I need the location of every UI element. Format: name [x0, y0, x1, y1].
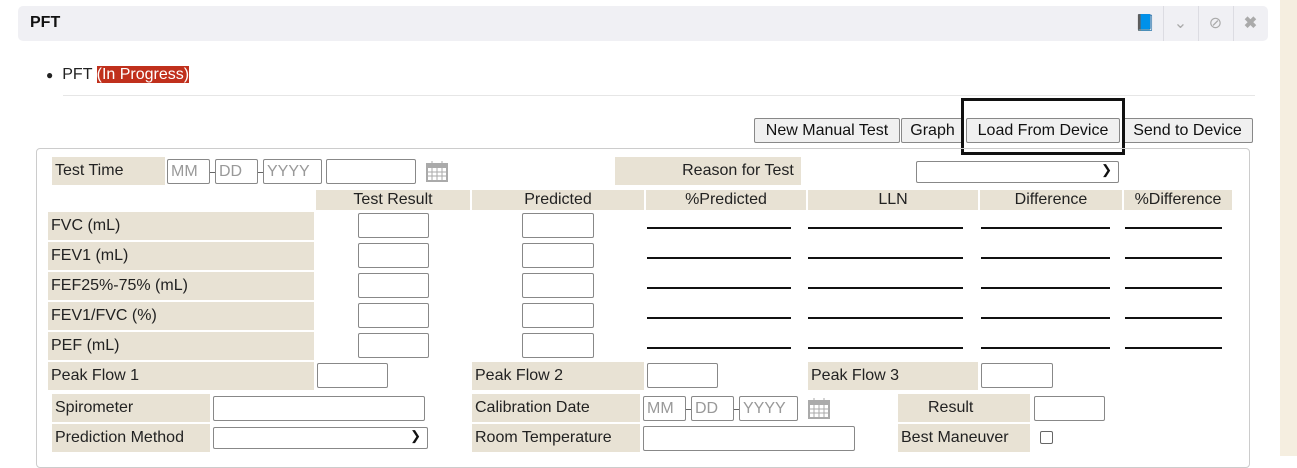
value-line [1125, 287, 1222, 289]
value-line [808, 317, 963, 319]
value-line [981, 257, 1110, 259]
test-time-input[interactable] [326, 159, 416, 184]
column-header: LLN [808, 190, 978, 210]
test-time-label: Test Time [52, 157, 165, 185]
predicted-input[interactable] [522, 243, 594, 268]
prediction-method-label: Prediction Method [52, 424, 210, 452]
row-label: PEF (mL) [48, 332, 314, 360]
value-line [647, 287, 791, 289]
prediction-method-select[interactable]: ❯ [213, 427, 428, 449]
reason-select[interactable]: ❯ [916, 161, 1119, 183]
separator [210, 172, 215, 173]
panel-header: PFT 📘 ⌄ ⊘ ✖ [18, 6, 1268, 41]
value-line [808, 227, 963, 229]
predicted-input[interactable] [522, 333, 594, 358]
test-month-input[interactable]: MM [167, 159, 210, 184]
value-line [981, 287, 1110, 289]
row-label: FEF25%-75% (mL) [48, 272, 314, 300]
side-strip [1280, 0, 1297, 456]
spirometer-input[interactable] [213, 396, 425, 421]
predicted-input[interactable] [522, 303, 594, 328]
value-line [647, 257, 791, 259]
value-line [981, 317, 1110, 319]
row-label: FEV1/FVC (%) [48, 302, 314, 330]
value-line [808, 287, 963, 289]
test-year-input[interactable]: YYYY [263, 159, 322, 184]
value-line [981, 347, 1110, 349]
cancel-icon[interactable]: ⊘ [1198, 6, 1232, 41]
test-result-input[interactable] [358, 243, 429, 268]
room-temperature-input[interactable] [643, 426, 855, 451]
panel-title: PFT [30, 14, 61, 31]
row-label: FVC (mL) [48, 212, 314, 240]
column-header: %Predicted [646, 190, 806, 210]
row-label: FEV1 (mL) [48, 242, 314, 270]
test-result-input[interactable] [358, 273, 429, 298]
calibration-year-input[interactable]: YYYY [739, 396, 798, 421]
separator [686, 409, 691, 410]
new-manual-test-button[interactable]: New Manual Test [754, 118, 900, 143]
value-line [1125, 257, 1222, 259]
spirometer-label: Spirometer [52, 394, 210, 422]
value-line [808, 347, 963, 349]
calibration-date-label: Calibration Date [472, 394, 640, 422]
value-line [981, 227, 1110, 229]
status-badge: (In Progress) [96, 66, 190, 83]
status-name: PFT [62, 66, 93, 83]
calendar-icon[interactable] [808, 397, 830, 419]
send-to-device-button[interactable]: Send to Device [1122, 118, 1253, 143]
calibration-month-input[interactable]: MM [643, 396, 686, 421]
predicted-input[interactable] [522, 213, 594, 238]
peak-flow-1-label: Peak Flow 1 [48, 362, 314, 390]
separator [258, 172, 263, 173]
predicted-input[interactable] [522, 273, 594, 298]
test-result-input[interactable] [358, 303, 429, 328]
peak-flow-2-input[interactable] [647, 363, 718, 388]
chevron-down-icon: ❯ [1101, 162, 1112, 177]
best-maneuver-label: Best Maneuver [898, 424, 1030, 452]
value-line [1125, 347, 1222, 349]
result-input[interactable] [1034, 396, 1105, 421]
test-result-input[interactable] [358, 213, 429, 238]
value-line [647, 317, 791, 319]
graph-button[interactable]: Graph [901, 118, 964, 143]
value-line [1125, 317, 1222, 319]
test-result-input[interactable] [358, 333, 429, 358]
value-line [647, 347, 791, 349]
column-header: Test Result [316, 190, 470, 210]
peak-flow-1-input[interactable] [317, 363, 388, 388]
test-day-input[interactable]: DD [215, 159, 258, 184]
value-line [647, 227, 791, 229]
best-maneuver-checkbox[interactable] [1040, 431, 1053, 444]
value-line [1125, 227, 1222, 229]
peak-flow-3-input[interactable] [981, 363, 1053, 388]
column-header: Difference [980, 190, 1122, 210]
status-item: ● PFT (In Progress) [46, 66, 190, 83]
result-label: Result [898, 394, 1030, 422]
peak-flow-3-label: Peak Flow 3 [808, 362, 978, 390]
calendar-icon[interactable] [426, 160, 448, 182]
room-temperature-label: Room Temperature [472, 424, 640, 452]
reason-label: Reason for Test [615, 157, 801, 185]
divider [63, 95, 1255, 96]
highlight-box [961, 98, 1125, 155]
load-from-device-button[interactable]: Load From Device [966, 118, 1120, 143]
value-line [808, 257, 963, 259]
column-header: Predicted [472, 190, 644, 210]
calibration-day-input[interactable]: DD [691, 396, 734, 421]
column-header: %Difference [1124, 190, 1232, 210]
chevron-down-icon: ❯ [410, 428, 421, 443]
separator [734, 409, 739, 410]
book-icon[interactable]: 📘 [1135, 15, 1155, 32]
chevrons-down-icon[interactable]: ⌄ [1163, 6, 1197, 41]
close-icon[interactable]: ✖ [1233, 6, 1267, 41]
peak-flow-2-label: Peak Flow 2 [472, 362, 644, 390]
